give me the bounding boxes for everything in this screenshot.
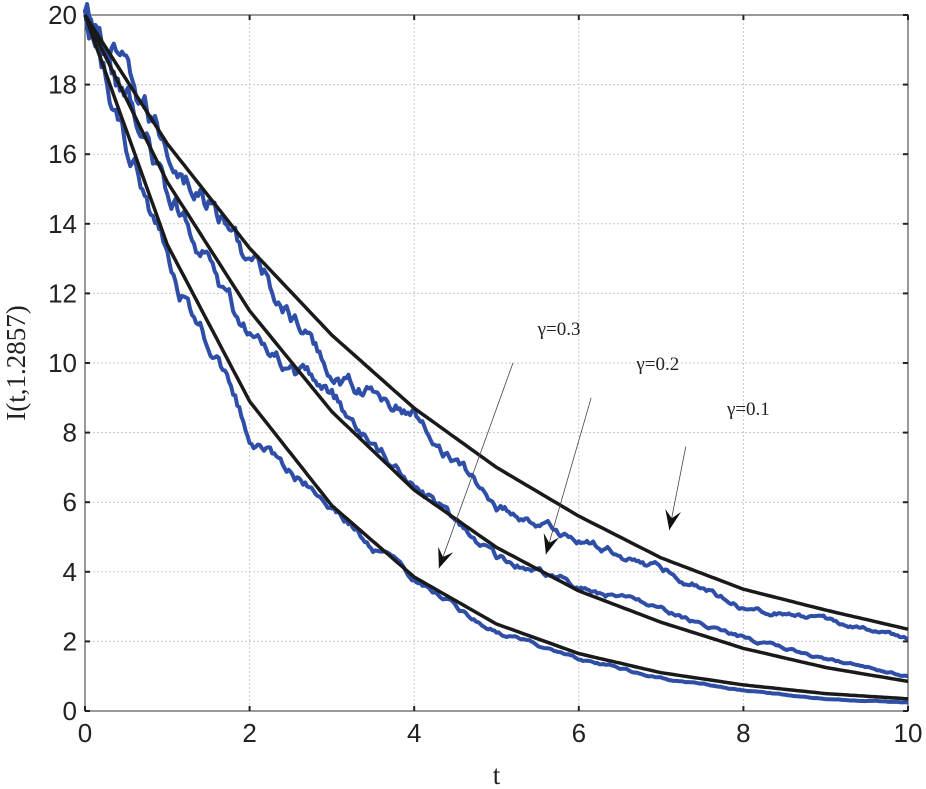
y-tick-label: 8: [63, 418, 77, 448]
y-tick-labels: 0 2 4 6 8 10 12 14 16 18 20: [48, 0, 77, 726]
stochastic-series-line: [83, 10, 909, 679]
deterministic-series-line: [83, 14, 909, 684]
y-tick-label: 0: [63, 696, 77, 726]
x-axis-label: t: [493, 760, 501, 789]
plot-frame: [84, 14, 909, 712]
annotation-arrow-line: [668, 446, 687, 531]
annotation-arrowhead: [665, 508, 681, 530]
deterministic-series-line: [83, 14, 909, 631]
annotation-arrowhead: [543, 533, 560, 555]
grid-lines: [85, 15, 908, 711]
gamma-annotation-label: γ=0.3: [537, 319, 581, 340]
y-tick-label: 4: [63, 557, 77, 587]
x-tick-label: 10: [894, 718, 923, 748]
y-tick-label: 18: [48, 70, 77, 100]
y-tick-label: 2: [63, 626, 77, 656]
y-tick-label: 14: [48, 209, 77, 239]
y-tick-label: 6: [63, 487, 77, 517]
y-tick-label: 16: [48, 139, 77, 169]
gamma-annotation-label: γ=0.1: [726, 399, 770, 420]
x-tick-labels: 0 2 4 6 8 10: [78, 718, 923, 748]
annotation-arrow-line: [438, 362, 514, 569]
gamma-annotation-label: γ=0.2: [635, 354, 679, 375]
y-tick-label: 10: [48, 348, 77, 378]
annotation-arrowhead: [438, 546, 454, 569]
annotations: γ=0.3 γ=0.2 γ=0.1: [438, 319, 770, 569]
x-tick-label: 6: [572, 718, 586, 748]
annotation-arrow-line: [545, 397, 592, 555]
y-tick-label: 20: [48, 0, 77, 30]
x-tick-label: 2: [242, 718, 256, 748]
x-tick-label: 8: [736, 718, 750, 748]
y-axis-label: I(t,1.2857): [1, 305, 31, 420]
axis-ticks: [84, 14, 909, 712]
x-tick-label: 0: [78, 718, 92, 748]
x-tick-label: 4: [407, 718, 421, 748]
stochastic-series-line: [83, 9, 909, 705]
y-tick-label: 12: [48, 278, 77, 308]
deterministic-series-line: [83, 14, 909, 701]
series-lines: [83, 2, 909, 705]
